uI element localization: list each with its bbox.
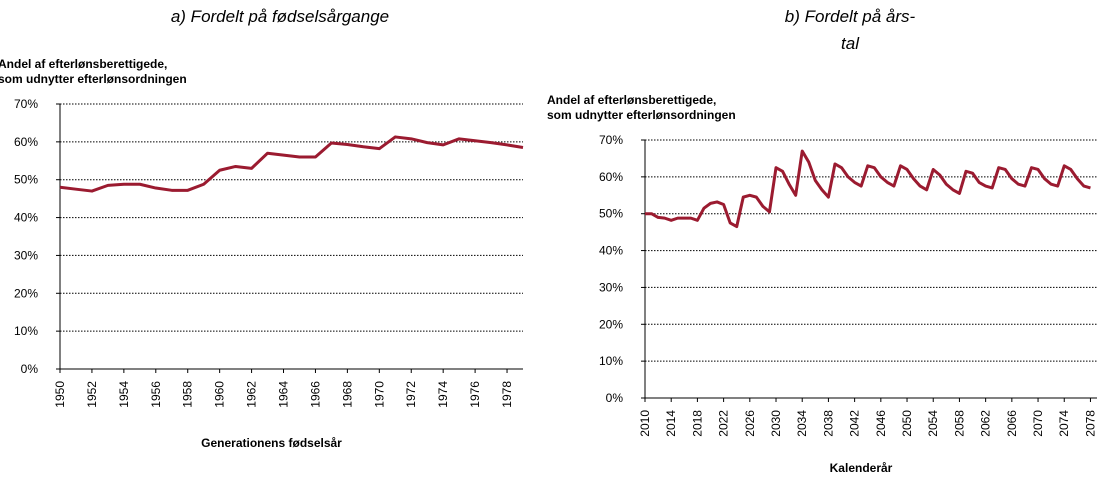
chart-title: a) Fordelt på fødselsårgange bbox=[171, 7, 389, 26]
y-axis-label: Andel af efterlønsberettigede, bbox=[547, 93, 716, 107]
x-tick-label: 2074 bbox=[1057, 410, 1071, 437]
y-tick-label: 50% bbox=[599, 207, 623, 221]
y-tick-label: 20% bbox=[599, 317, 623, 331]
y-tick-label: 0% bbox=[606, 391, 624, 405]
y-tick-label: 70% bbox=[14, 97, 38, 111]
x-tick-label: 2058 bbox=[952, 410, 966, 437]
x-tick-label: 2042 bbox=[848, 410, 862, 437]
x-tick-label: 2046 bbox=[874, 410, 888, 437]
y-tick-label: 40% bbox=[599, 244, 623, 258]
x-tick-label: 1954 bbox=[117, 381, 131, 408]
chart-title: b) Fordelt på års- bbox=[785, 7, 916, 26]
x-tick-label: 1968 bbox=[340, 381, 354, 408]
x-tick-label: 1978 bbox=[500, 381, 514, 408]
x-tick-label: 2062 bbox=[979, 410, 993, 437]
y-tick-label: 40% bbox=[14, 211, 38, 225]
x-tick-label: 2054 bbox=[926, 410, 940, 437]
y-tick-label: 10% bbox=[599, 354, 623, 368]
y-tick-label: 0% bbox=[21, 362, 39, 376]
x-axis-label: Generationens fødselsår bbox=[201, 436, 342, 450]
line-series bbox=[645, 149, 1091, 229]
x-tick-label: 1964 bbox=[277, 381, 291, 408]
x-tick-label: 1950 bbox=[53, 381, 67, 408]
y-tick-label: 10% bbox=[14, 324, 38, 338]
x-tick-label: 2022 bbox=[717, 410, 731, 437]
y-tick-label: 70% bbox=[599, 133, 623, 147]
x-tick-label: 1970 bbox=[372, 381, 386, 408]
y-axis-label: som udnytter efterlønsordningen bbox=[0, 72, 187, 86]
x-tick-label: 1960 bbox=[213, 381, 227, 408]
x-tick-label: 1966 bbox=[308, 381, 322, 408]
x-tick-label: 2014 bbox=[664, 410, 678, 437]
x-tick-label: 2010 bbox=[638, 410, 652, 437]
y-tick-label: 30% bbox=[14, 248, 38, 262]
x-tick-label: 2018 bbox=[690, 410, 704, 437]
x-tick-label: 2030 bbox=[769, 410, 783, 437]
x-tick-label: 1962 bbox=[245, 381, 259, 408]
y-tick-label: 60% bbox=[14, 135, 38, 149]
y-tick-label: 30% bbox=[599, 280, 623, 294]
x-tick-label: 1974 bbox=[436, 381, 450, 408]
y-axis-label: Andel af efterlønsberettigede, bbox=[0, 57, 167, 71]
x-tick-label: 1952 bbox=[85, 381, 99, 408]
y-tick-label: 50% bbox=[14, 173, 38, 187]
y-axis-label: som udnytter efterlønsordningen bbox=[547, 108, 736, 122]
x-tick-label: 2026 bbox=[743, 410, 757, 437]
chart-title: tal bbox=[841, 34, 860, 53]
x-tick-label: 1956 bbox=[149, 381, 163, 408]
x-tick-label: 2050 bbox=[900, 410, 914, 437]
x-tick-label: 1972 bbox=[404, 381, 418, 408]
x-tick-label: 2070 bbox=[1031, 410, 1045, 437]
x-tick-label: 1958 bbox=[181, 381, 195, 408]
x-tick-label: 1976 bbox=[468, 381, 482, 408]
y-tick-label: 20% bbox=[14, 286, 38, 300]
x-tick-label: 2066 bbox=[1005, 410, 1019, 437]
x-tick-label: 2038 bbox=[821, 410, 835, 437]
line-series bbox=[59, 135, 524, 193]
y-tick-label: 60% bbox=[599, 170, 623, 184]
x-axis-label: Kalenderår bbox=[830, 461, 893, 475]
x-tick-label: 2078 bbox=[1083, 410, 1097, 437]
x-tick-label: 2034 bbox=[795, 410, 809, 437]
